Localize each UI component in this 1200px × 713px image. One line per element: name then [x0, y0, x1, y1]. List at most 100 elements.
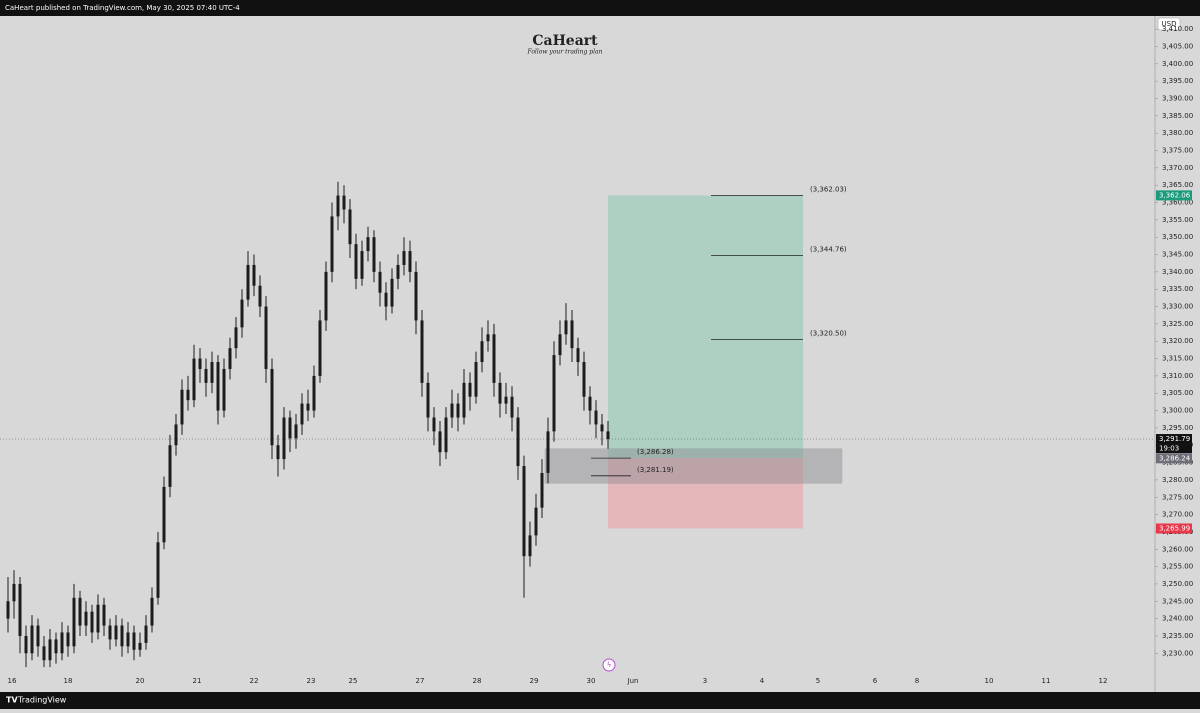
candle-body: [492, 334, 496, 383]
y-tick-label: 3,315.00: [1162, 355, 1193, 363]
y-tick-label: 3,250.00: [1162, 580, 1193, 588]
y-tick-label: 3,345.00: [1162, 251, 1193, 259]
candle-body: [276, 445, 280, 460]
candle-body: [348, 209, 352, 245]
y-tick-label: 3,380.00: [1162, 129, 1193, 137]
x-tick-label: 18: [64, 677, 73, 685]
candle-body: [378, 271, 382, 293]
candle-body: [78, 597, 82, 626]
candle-body: [420, 320, 424, 383]
candle-body: [576, 348, 580, 363]
x-tick-label: 6: [873, 677, 878, 685]
countdown: 19:03: [1159, 445, 1179, 453]
candle-body: [570, 320, 574, 349]
candle-body: [384, 292, 388, 307]
x-tick-label: 23: [307, 677, 316, 685]
candle-body: [372, 237, 376, 272]
candle-body: [366, 237, 370, 252]
candle-body: [534, 507, 538, 536]
x-tick-label: 21: [193, 677, 202, 685]
level-label: (3,320.50): [810, 329, 847, 337]
candle-body: [42, 646, 46, 661]
y-tick-label: 3,330.00: [1162, 303, 1193, 311]
y-tick-label: 3,310.00: [1162, 372, 1193, 380]
candle-body: [96, 604, 100, 633]
candle-body: [462, 382, 466, 418]
x-tick-label: 10: [985, 677, 994, 685]
candle-body: [150, 597, 154, 626]
y-tick-label: 3,400.00: [1162, 60, 1193, 68]
candle-body: [522, 466, 526, 557]
candle-body: [456, 403, 460, 418]
candle-body: [438, 431, 442, 453]
candle-body: [162, 486, 166, 543]
y-tick-label: 3,335.00: [1162, 285, 1193, 293]
top-bar: [0, 0, 1200, 16]
x-tick-label: 4: [760, 677, 765, 685]
candle-body: [60, 632, 64, 654]
candle-body: [84, 611, 88, 626]
candle-body: [390, 278, 394, 307]
level-label: (3,344.76): [810, 245, 847, 253]
x-tick-label: 22: [250, 677, 259, 685]
y-tick-label: 3,270.00: [1162, 511, 1193, 519]
candle-body: [498, 382, 502, 404]
candle-body: [216, 362, 220, 411]
y-tick-label: 3,245.00: [1162, 597, 1193, 605]
y-tick-label: 3,300.00: [1162, 407, 1193, 415]
candle-body: [414, 271, 418, 321]
candle-body: [174, 424, 178, 446]
candle-body: [480, 341, 484, 363]
countdown-bg: [1156, 444, 1192, 454]
candle-body: [408, 251, 412, 272]
candle-body: [552, 355, 556, 432]
candle-body: [486, 334, 490, 342]
level-label: (3,286.28): [637, 448, 674, 456]
y-tick-label: 3,305.00: [1162, 389, 1193, 397]
candle-body: [300, 403, 304, 425]
level-label: (3,362.03): [810, 185, 847, 193]
candle-body: [312, 375, 316, 411]
brand-icon: TV: [6, 696, 18, 705]
x-tick-label: 5: [816, 677, 820, 685]
candle-body: [192, 358, 196, 401]
candle-body: [186, 389, 190, 401]
event-icon-glyph: ϟ: [607, 661, 612, 669]
publisher: CaHeart published on TradingView.com, Ma…: [5, 4, 240, 12]
candle-body: [528, 535, 532, 557]
candle-body: [246, 264, 250, 300]
y-tick-label: 3,355.00: [1162, 216, 1193, 224]
candle-body: [288, 417, 292, 439]
y-tick-label: 3,280.00: [1162, 476, 1193, 484]
candle-body: [120, 625, 124, 647]
candle-body: [540, 472, 544, 508]
candle-body: [204, 368, 208, 383]
brand: TradingView: [17, 696, 67, 705]
candle-body: [558, 334, 562, 356]
y-tick-label: 3,375.00: [1162, 147, 1193, 155]
candle-body: [48, 639, 52, 661]
y-tick-label: 3,405.00: [1162, 43, 1193, 51]
y-tick-label: 3,395.00: [1162, 77, 1193, 85]
y-tick-label: 3,410.00: [1162, 25, 1193, 33]
price-badge: [1156, 523, 1192, 534]
candle-body: [228, 348, 232, 369]
candle-body: [12, 583, 16, 602]
x-tick-label: 11: [1042, 677, 1051, 685]
candle-body: [102, 604, 106, 626]
candle-body: [180, 389, 184, 425]
x-tick-label: 16: [8, 677, 17, 685]
candle-body: [516, 417, 520, 467]
candle-body: [114, 625, 118, 640]
candle-body: [594, 410, 598, 425]
candle-body: [564, 320, 568, 335]
price-badge: [1156, 190, 1192, 201]
candle-body: [402, 251, 406, 265]
y-tick-label: 3,295.00: [1162, 424, 1193, 432]
x-tick-label: 20: [136, 677, 145, 685]
candle-body: [222, 368, 226, 411]
x-tick-label: 30: [587, 677, 596, 685]
x-tick-label: 3: [703, 677, 707, 685]
event-icon[interactable]: [602, 658, 616, 672]
y-tick-label: 3,235.00: [1162, 632, 1193, 640]
